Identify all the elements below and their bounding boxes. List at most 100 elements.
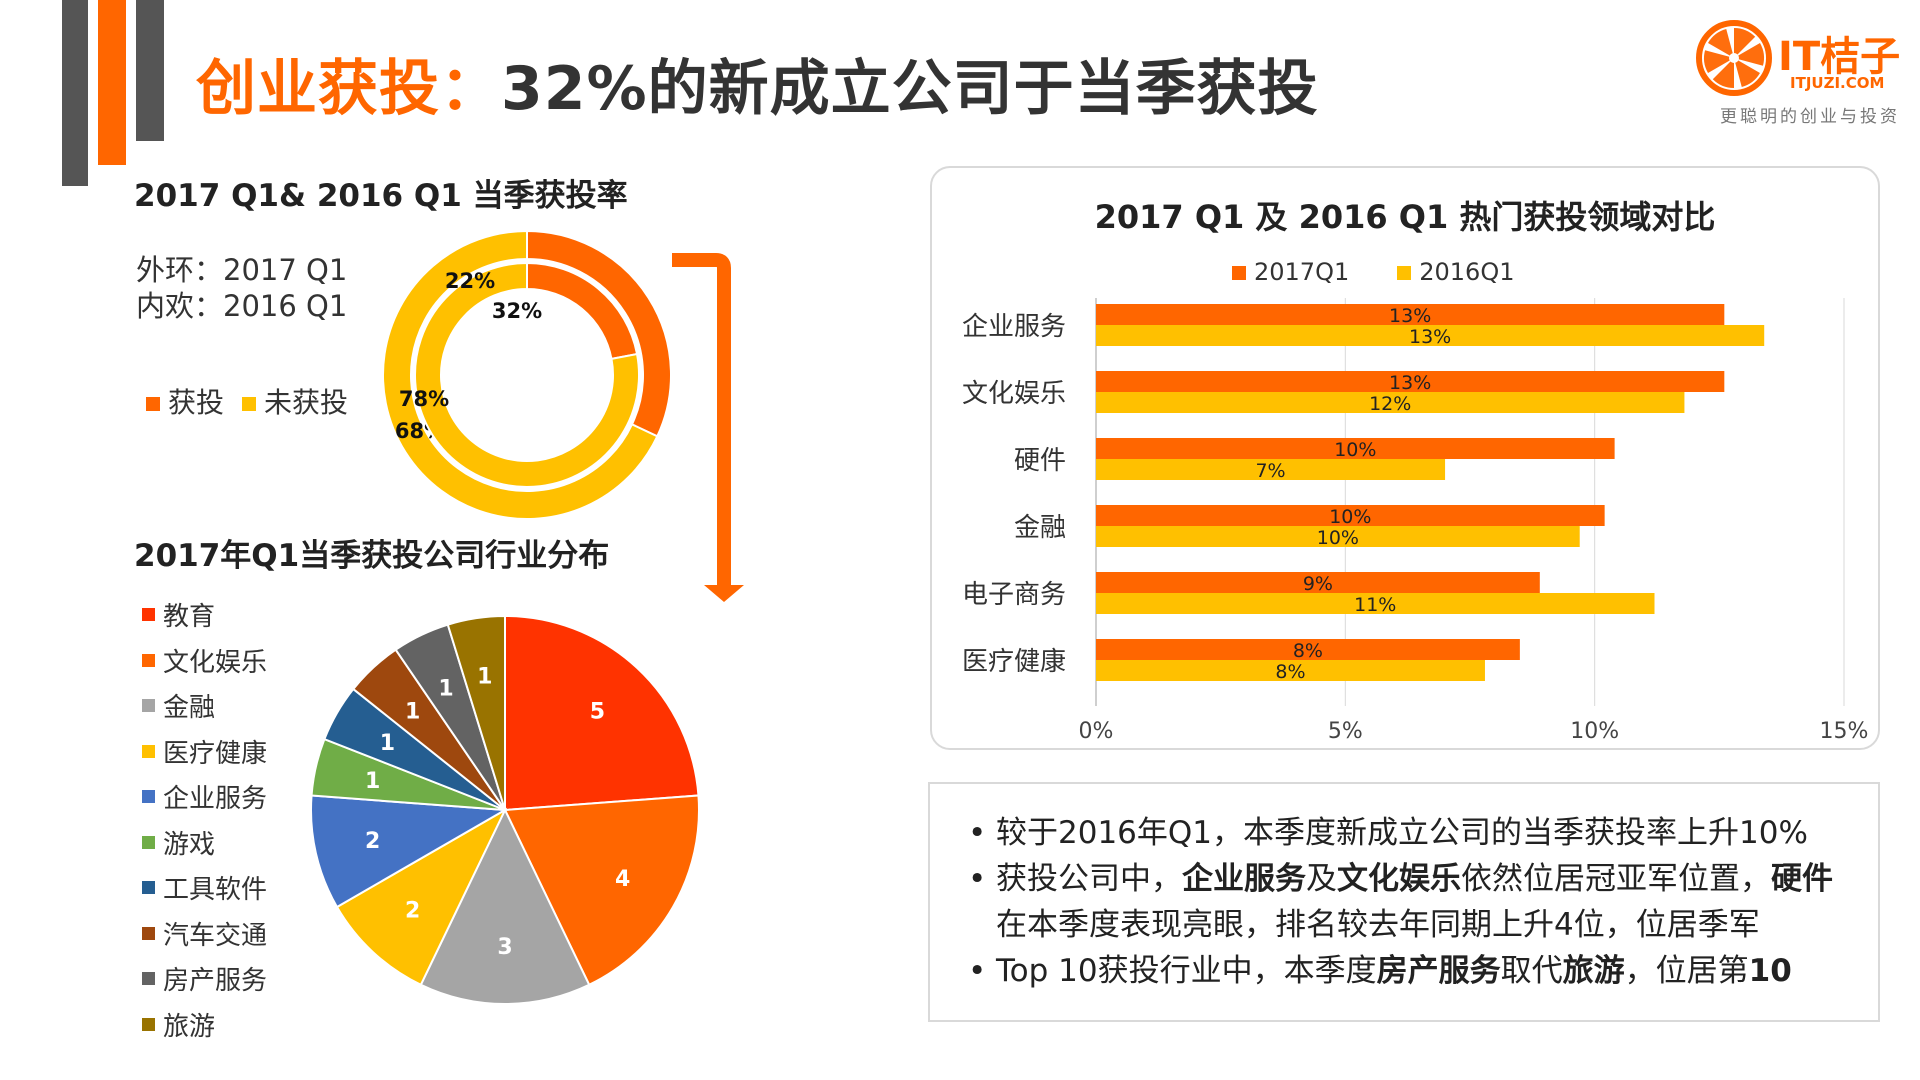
bar-x-tick-label: 5% bbox=[1328, 719, 1363, 744]
legend-swatch bbox=[142, 744, 155, 758]
bar-2017Q1-4 bbox=[1096, 572, 1540, 593]
bar-label-2016Q1-1: 12% bbox=[1369, 393, 1411, 415]
pie-slice-label-8: 1 bbox=[438, 677, 453, 702]
page-title-rest: 32%的新成立公司于当季获投 bbox=[501, 54, 1319, 124]
legend-swatch-orange bbox=[146, 397, 160, 411]
pie-slice-4 bbox=[310, 794, 509, 909]
bar-x-tick-label: 0% bbox=[1079, 719, 1114, 744]
pie-legend-item-5: 游戏 bbox=[142, 820, 267, 866]
bar-x-tick-label: 15% bbox=[1820, 719, 1869, 744]
pie-chart-title: 2017年Q1当季获投公司行业分布 bbox=[134, 538, 610, 574]
ring-chart-title: 2017 Q1& 2016 Q1 当季获投率 bbox=[134, 178, 628, 214]
note-3-a: Top 10获投行业中，本季度 bbox=[996, 953, 1377, 989]
note-3-b: 房产服务 bbox=[1376, 953, 1501, 989]
bar-2016Q1-1 bbox=[1096, 392, 1685, 413]
pie-legend-label: 文化娱乐 bbox=[163, 647, 268, 678]
bar-2017Q1-2 bbox=[1096, 438, 1615, 459]
ring-note-inner: 内欢：2016 Q1 bbox=[136, 289, 348, 323]
bar-label-2016Q1-3: 10% bbox=[1317, 527, 1359, 549]
bar-chart-title: 2017 Q1 及 2016 Q1 热门获投领域对比 bbox=[1094, 198, 1716, 236]
pie-legend-label: 房产服务 bbox=[163, 966, 268, 997]
bar-category-label: 硬件 bbox=[1014, 446, 1066, 476]
note-2-d: 文化娱乐 bbox=[1337, 861, 1461, 897]
ring-legend: 获投 未获投 bbox=[146, 381, 348, 421]
note-1-text: 较于2016年Q1，本季度新成立公司的当季获投率上升10% bbox=[996, 815, 1808, 851]
decor-stripe-gray-2 bbox=[136, 0, 164, 141]
legend-swatch bbox=[142, 835, 155, 849]
donut-outer-label-invested: 32% bbox=[492, 299, 542, 323]
legend-swatch bbox=[142, 653, 155, 667]
pie-legend-item-1: 文化娱乐 bbox=[142, 638, 267, 684]
bar-2016Q1-3 bbox=[1096, 526, 1580, 547]
pie-legend-label: 医疗健康 bbox=[163, 738, 268, 769]
bar-2016Q1-4 bbox=[1096, 593, 1655, 614]
legend-swatch-yellow bbox=[242, 397, 257, 411]
logo: IT桔子 ITJUZI.COM 更聪明的创业与投资 bbox=[1690, 18, 1900, 128]
bar-category-label: 文化娱乐 bbox=[962, 379, 1066, 409]
notes-box: 较于2016年Q1，本季度新成立公司的当季获投率上升10% 获投公司中，企业服务… bbox=[928, 782, 1880, 1022]
page-title-highlight: 创业获投： bbox=[196, 54, 501, 124]
bar-label-2017Q1-0: 13% bbox=[1389, 305, 1431, 327]
pie-legend-item-8: 房产服务 bbox=[142, 956, 267, 1002]
pie-slice-label-1: 4 bbox=[615, 867, 630, 892]
ring-note-outer: 外环：2017 Q1 bbox=[136, 253, 348, 287]
legend-swatch bbox=[1232, 266, 1246, 280]
note-3-f: 10 bbox=[1748, 953, 1792, 989]
pie-slice-3 bbox=[335, 807, 508, 987]
pie-slice-label-3: 2 bbox=[405, 899, 420, 924]
bar-legend-item: 2016Q1 bbox=[1397, 258, 1515, 286]
note-3-e: ，位居第 bbox=[1624, 953, 1749, 989]
bar-label-2017Q1-2: 10% bbox=[1334, 439, 1376, 461]
legend-swatch bbox=[142, 608, 155, 622]
bar-legend-label: 2017Q1 bbox=[1254, 258, 1350, 286]
ring-legend-not-invested-label: 未获投 bbox=[264, 386, 349, 419]
legend-swatch bbox=[142, 790, 155, 804]
bar-x-tick-label: 10% bbox=[1570, 719, 1619, 744]
bar-category-label: 金融 bbox=[1014, 513, 1066, 543]
ring-note: 外环：2017 Q1 内欢：2016 Q1 bbox=[136, 252, 347, 324]
flow-arrow bbox=[672, 253, 744, 602]
bar-2017Q1-5 bbox=[1096, 639, 1520, 660]
bar-2017Q1-0 bbox=[1096, 304, 1725, 325]
bar-2017Q1-3 bbox=[1096, 505, 1605, 526]
bar-label-2016Q1-2: 7% bbox=[1255, 460, 1285, 482]
pie-legend-label: 工具软件 bbox=[163, 875, 268, 906]
orange-slice-icon bbox=[1696, 20, 1772, 96]
legend-swatch bbox=[1397, 266, 1412, 280]
note-2-g: 在本季度表现亮眼，排名较去年同期上升4位，位居季军 bbox=[996, 907, 1760, 943]
decor-stripe-gray-1 bbox=[62, 0, 88, 186]
pie-legend-label: 游戏 bbox=[163, 829, 216, 860]
note-3-d: 旅游 bbox=[1562, 953, 1625, 989]
pie-legend-item-2: 金融 bbox=[142, 683, 267, 729]
pie-legend-item-4: 企业服务 bbox=[142, 774, 267, 820]
bar-label-2016Q1-4: 11% bbox=[1354, 594, 1396, 616]
legend-swatch bbox=[142, 972, 155, 986]
donut-inner-label-invested: 22% bbox=[445, 269, 495, 293]
pie-legend: 教育 文化娱乐 金融 医疗健康 企业服务 游戏 工具软件 汽车交通 房产服务 旅游 bbox=[142, 592, 267, 1047]
bar-legend-item: 2017Q1 bbox=[1232, 258, 1349, 286]
pie-slice-label-0: 5 bbox=[590, 699, 605, 724]
bar-category-label: 电子商务 bbox=[962, 580, 1066, 610]
pie-legend-label: 企业服务 bbox=[163, 784, 268, 815]
note-item-2: 获投公司中，企业服务及文化娱乐依然位居冠亚军位置，硬件在本季度表现亮眼，排名较去… bbox=[968, 856, 1860, 948]
bar-chart: 0% 5% 10% 15%企业服务 13%13%文化娱乐 13%12%硬件 10%7%金融 1… bbox=[962, 298, 1869, 744]
pie-legend-item-9: 旅游 bbox=[142, 1002, 267, 1048]
note-3-c: 取代 bbox=[1500, 953, 1563, 989]
logo-url: ITJUZI.COM bbox=[1790, 74, 1885, 92]
legend-swatch bbox=[142, 881, 155, 895]
legend-swatch bbox=[142, 1017, 155, 1031]
bar-legend-label: 2016Q1 bbox=[1419, 258, 1515, 286]
pie-legend-item-3: 医疗健康 bbox=[142, 729, 267, 775]
donut-chart: 32%68%22%78% bbox=[382, 229, 672, 520]
note-2-c: 及 bbox=[1306, 861, 1337, 897]
pie-slice-2 bbox=[419, 807, 591, 1005]
bar-2016Q1-2 bbox=[1096, 459, 1446, 480]
pie-legend-item-0: 教育 bbox=[142, 592, 267, 638]
bar-2016Q1-5 bbox=[1096, 660, 1485, 681]
bar-label-2017Q1-4: 9% bbox=[1303, 573, 1333, 595]
logo-tagline: 更聪明的创业与投资 bbox=[1720, 107, 1900, 127]
note-2-f: 硬件 bbox=[1771, 861, 1833, 897]
bar-label-2016Q1-5: 8% bbox=[1275, 661, 1305, 683]
legend-swatch bbox=[142, 699, 155, 713]
